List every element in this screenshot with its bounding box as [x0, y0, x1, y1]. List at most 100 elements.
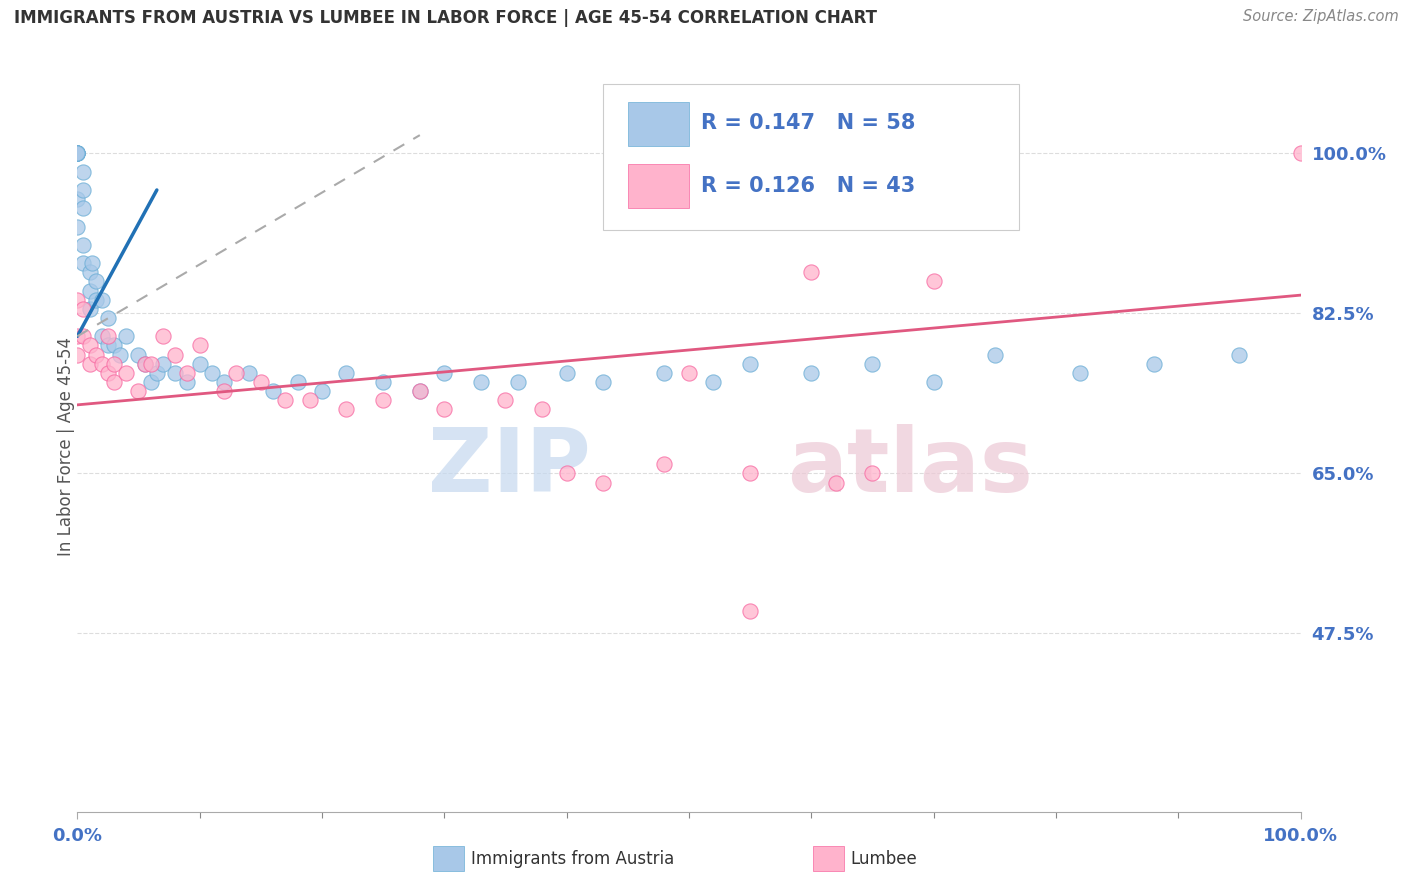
Point: [72, 256, 94, 270]
Point: [84, 348, 107, 362]
Point: [371, 375, 394, 389]
Point: [165, 366, 187, 380]
Point: [495, 393, 517, 408]
Point: [212, 375, 235, 389]
Point: [238, 366, 260, 380]
Point: [335, 402, 357, 417]
Point: [97, 311, 120, 326]
Point: [79, 284, 101, 298]
Point: [800, 265, 823, 279]
Point: [740, 604, 762, 618]
Text: Lumbee: Lumbee: [851, 850, 917, 868]
Point: [335, 366, 357, 380]
Text: R = 0.126   N = 43: R = 0.126 N = 43: [702, 177, 915, 196]
Point: [146, 366, 169, 380]
Point: [862, 467, 884, 481]
Point: [66, 146, 89, 161]
Point: [800, 366, 823, 380]
Point: [311, 384, 333, 399]
Point: [66, 146, 89, 161]
Point: [115, 366, 138, 380]
Point: [555, 366, 578, 380]
Point: [250, 375, 273, 389]
Point: [79, 357, 101, 371]
Point: [678, 366, 700, 380]
Point: [165, 348, 187, 362]
Point: [66, 146, 89, 161]
Point: [72, 238, 94, 252]
Point: [90, 357, 112, 371]
Point: [409, 384, 432, 399]
Point: [506, 375, 529, 389]
Point: [72, 183, 94, 197]
FancyBboxPatch shape: [603, 84, 1019, 230]
Point: [1069, 366, 1091, 380]
Point: [152, 357, 174, 371]
Point: [134, 357, 156, 371]
Point: [128, 384, 150, 399]
Point: [1289, 146, 1312, 161]
Point: [176, 375, 198, 389]
Point: [212, 384, 235, 399]
Point: [66, 146, 89, 161]
Point: [1143, 357, 1166, 371]
Point: [371, 393, 394, 408]
Point: [90, 329, 112, 343]
Point: [72, 202, 94, 216]
Point: [128, 348, 150, 362]
Point: [103, 338, 125, 352]
Point: [592, 375, 614, 389]
Text: R = 0.147   N = 58: R = 0.147 N = 58: [702, 113, 915, 134]
Point: [176, 366, 198, 380]
Point: [72, 329, 94, 343]
Point: [66, 219, 89, 234]
Point: [984, 348, 1007, 362]
Point: [84, 275, 107, 289]
Point: [97, 329, 120, 343]
Point: [654, 366, 676, 380]
Point: [298, 393, 321, 408]
Point: [592, 475, 614, 490]
Point: [1229, 348, 1251, 362]
Point: [262, 384, 284, 399]
Point: [139, 357, 162, 371]
Point: [97, 338, 120, 352]
Point: [824, 475, 846, 490]
Point: [103, 357, 125, 371]
Point: [72, 301, 94, 316]
Point: [470, 375, 492, 389]
Point: [66, 146, 89, 161]
Text: IMMIGRANTS FROM AUSTRIA VS LUMBEE IN LABOR FORCE | AGE 45-54 CORRELATION CHART: IMMIGRANTS FROM AUSTRIA VS LUMBEE IN LAB…: [14, 9, 877, 27]
FancyBboxPatch shape: [628, 103, 689, 146]
Point: [134, 357, 156, 371]
Point: [152, 329, 174, 343]
Point: [66, 146, 89, 161]
Point: [115, 329, 138, 343]
Point: [922, 275, 945, 289]
Point: [654, 458, 676, 472]
Text: Immigrants from Austria: Immigrants from Austria: [471, 850, 675, 868]
Point: [862, 357, 884, 371]
Point: [66, 348, 89, 362]
Point: [79, 338, 101, 352]
Point: [103, 375, 125, 389]
Point: [225, 366, 247, 380]
Point: [201, 366, 224, 380]
Y-axis label: In Labor Force | Age 45-54: In Labor Force | Age 45-54: [58, 336, 75, 556]
Point: [433, 402, 456, 417]
Point: [66, 293, 89, 307]
Text: Source: ZipAtlas.com: Source: ZipAtlas.com: [1243, 9, 1399, 24]
Point: [97, 366, 120, 380]
Point: [740, 357, 762, 371]
Point: [287, 375, 309, 389]
Point: [80, 256, 103, 270]
Point: [555, 467, 578, 481]
Point: [84, 293, 107, 307]
Point: [433, 366, 456, 380]
Text: atlas: atlas: [787, 425, 1032, 511]
Point: [139, 375, 162, 389]
Point: [90, 293, 112, 307]
Point: [740, 467, 762, 481]
Point: [79, 265, 101, 279]
Point: [702, 375, 724, 389]
